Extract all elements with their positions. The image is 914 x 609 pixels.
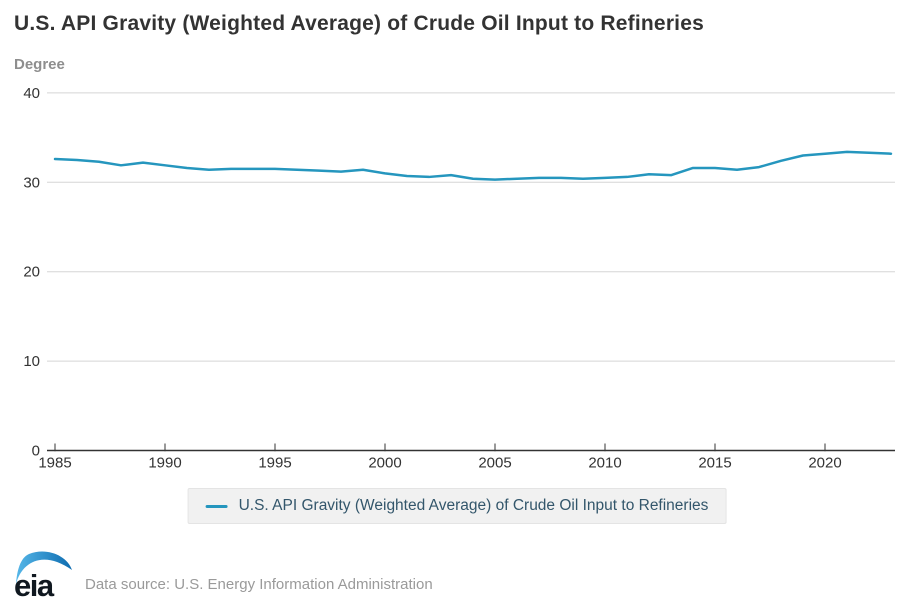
series-line[interactable] bbox=[53, 150, 893, 181]
chart-svg[interactable]: 0 10 20 30 40 1985 1990 1995 2000 2005 2010 2015 202… bbox=[0, 0, 914, 478]
eia-logo-text: eia bbox=[14, 568, 55, 601]
x-axis-tick-label: 2005 bbox=[478, 455, 511, 472]
legend-swatch-line bbox=[205, 504, 228, 508]
y-axis-tick-label: 30 bbox=[23, 174, 40, 191]
x-axis-tick-label: 1995 bbox=[258, 455, 291, 472]
y-axis-tick-label: 40 bbox=[23, 85, 40, 102]
x-axis-tick-label: 2020 bbox=[808, 455, 841, 472]
data-source-text: Data source: U.S. Energy Information Adm… bbox=[85, 576, 433, 593]
eia-logo-swoosh-icon bbox=[16, 551, 72, 584]
chart-title: U.S. API Gravity (Weighted Average) of C… bbox=[14, 12, 704, 35]
x-axis-tick-label: 2010 bbox=[588, 455, 621, 472]
x-axis-tick-label: 1990 bbox=[148, 455, 181, 472]
x-axis-tick-label: 2015 bbox=[698, 455, 731, 472]
y-axis-unit-label: Degree bbox=[14, 56, 65, 73]
x-axis-tick-label: 1985 bbox=[38, 455, 71, 472]
y-axis-tick-label: 20 bbox=[23, 264, 40, 281]
y-axis-tick-label: 0 bbox=[32, 443, 40, 460]
x-axis-tick-label: 2000 bbox=[368, 455, 401, 472]
eia-logo: eia bbox=[14, 551, 72, 601]
legend-label: U.S. API Gravity (Weighted Average) of C… bbox=[238, 497, 709, 514]
legend-item[interactable]: U.S. API Gravity (Weighted Average) of C… bbox=[187, 488, 727, 524]
y-axis-tick-label: 10 bbox=[23, 353, 40, 370]
